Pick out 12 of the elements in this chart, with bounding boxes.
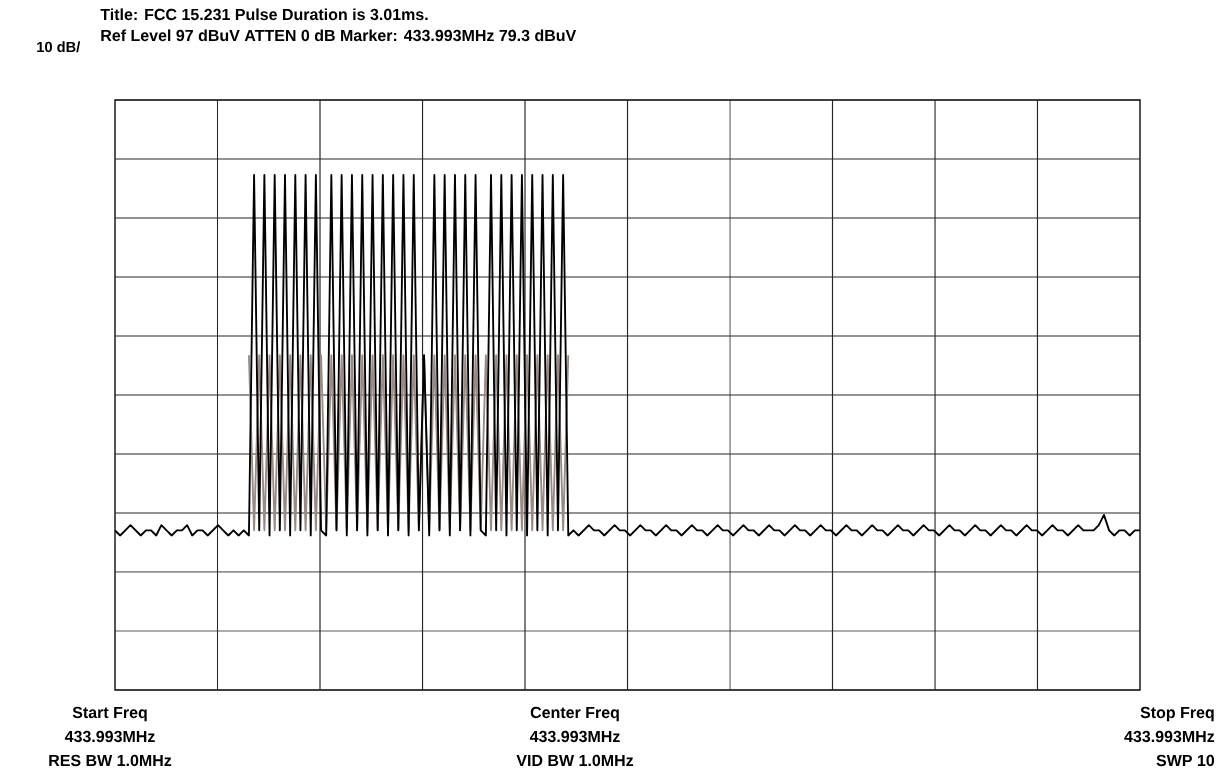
text: 433.993MHz xyxy=(1124,730,1215,743)
text: 10 dB/ xyxy=(37,41,81,53)
text: Start Freq xyxy=(72,706,147,722)
text: Stop Freq xyxy=(1140,706,1214,722)
text: VID BW 1.0MHz xyxy=(516,754,634,767)
text: RES BW 1.0MHz xyxy=(49,754,172,767)
text: SWP 10 xyxy=(1156,754,1215,767)
chart-subtitle: Ref Level 97 dBuV ATTEN 0 dB Marker: 433.993MHz 79.3 dBuV xyxy=(101,29,577,42)
text: Center Freq xyxy=(530,706,619,722)
text: 433.993MHz xyxy=(529,730,620,743)
text: 433.993MHz xyxy=(64,730,155,743)
chart-title: Title: FCC 15.231 Pulse Duration is 3.01ms. xyxy=(100,8,428,21)
